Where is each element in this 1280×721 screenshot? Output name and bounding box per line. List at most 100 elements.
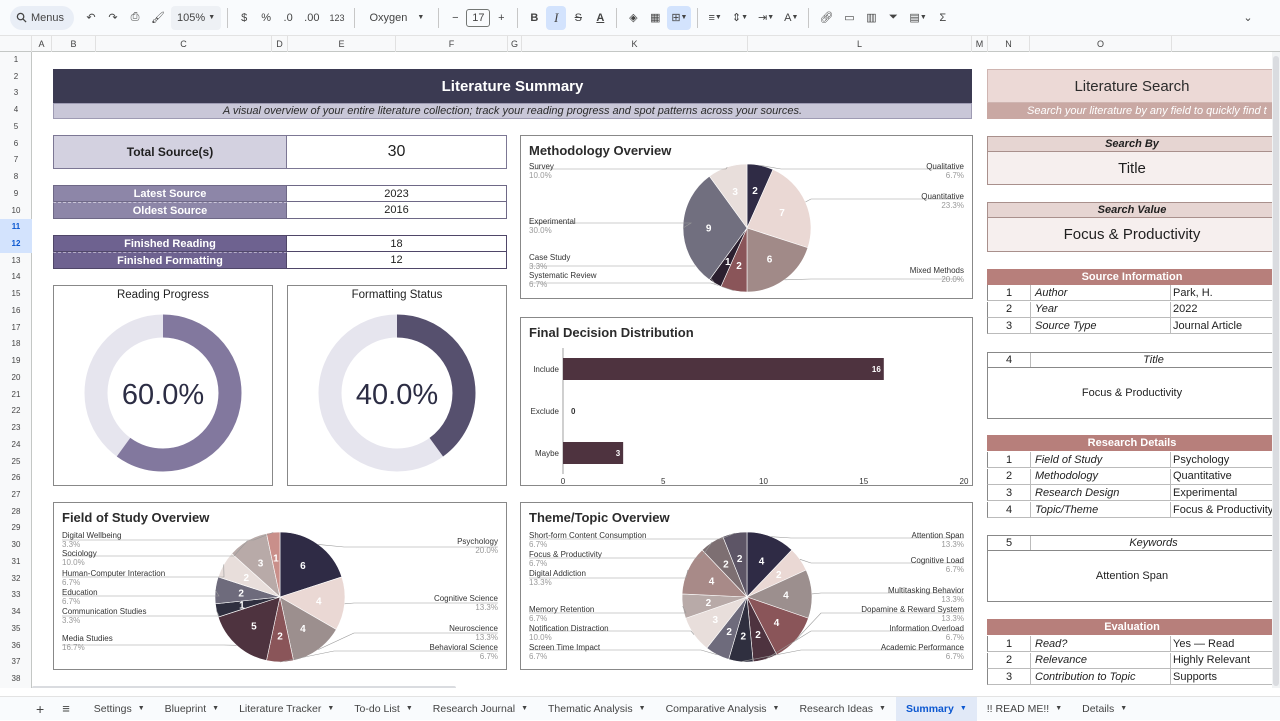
sheet-tab[interactable]: Thematic Analysis▼ [538, 697, 656, 721]
chevron-down-icon[interactable]: ▼ [521, 705, 528, 712]
bold-icon[interactable]: B [524, 6, 544, 30]
row-header-cell[interactable]: 18 [0, 336, 32, 353]
column-c[interactable]: C [96, 36, 272, 52]
row-header-cell[interactable]: 25 [0, 454, 32, 471]
row-header-cell[interactable]: 8 [0, 169, 32, 186]
row-header-cell[interactable]: 16 [0, 303, 32, 320]
chevron-down-icon[interactable]: ▼ [960, 705, 967, 712]
font-size-input[interactable]: 17 [466, 9, 490, 27]
row-header-cell[interactable]: 5 [0, 119, 32, 136]
paint-format-icon[interactable]: 🖌︎ [147, 6, 169, 30]
row-header-cell[interactable]: 3 [0, 85, 32, 102]
column-o[interactable]: O [1030, 36, 1172, 52]
sheet-tab[interactable]: To-do List▼ [344, 697, 422, 721]
search-by-value[interactable]: Title [987, 152, 1272, 185]
row-header-cell[interactable]: 35 [0, 621, 32, 638]
column-d[interactable]: D [272, 36, 288, 52]
insert-link-icon[interactable]: 🔗︎ [815, 6, 837, 30]
row-header-cell[interactable]: 4 [0, 102, 32, 119]
fill-color-icon[interactable]: ◈ [623, 6, 643, 30]
chevron-down-icon[interactable]: ▼ [773, 705, 780, 712]
row-header-cell[interactable]: 19 [0, 353, 32, 370]
text-wrapping-icon[interactable]: ⇥ ▼ [754, 6, 778, 30]
insert-chart-icon[interactable]: ▥ [861, 6, 881, 30]
all-sheets-button[interactable]: ≡ [58, 697, 84, 721]
filter-views-icon[interactable]: ▤ ▼ [905, 6, 930, 30]
font-select[interactable]: Oxygen▼ [361, 6, 432, 30]
row-header-cell[interactable]: 9 [0, 186, 32, 203]
menus-search[interactable]: Menus [10, 6, 74, 30]
increase-decimal-button[interactable]: .00 [300, 6, 323, 30]
column-a[interactable]: A [32, 36, 52, 52]
column-e[interactable]: E [288, 36, 396, 52]
column-k[interactable]: K [522, 36, 748, 52]
print-icon[interactable]: ⎙ [125, 6, 145, 30]
row-header-cell[interactable]: 31 [0, 554, 32, 571]
row-header-cell[interactable]: 6 [0, 136, 32, 153]
borders-icon[interactable]: ▦ [645, 6, 665, 30]
bar[interactable] [563, 358, 884, 380]
sheet-tab[interactable]: Research Journal▼ [423, 697, 538, 721]
row-header-cell[interactable]: 38 [0, 671, 32, 688]
row-header-cell[interactable]: 14 [0, 269, 32, 286]
sheet-tab[interactable]: !! READ ME!!▼ [977, 697, 1072, 721]
vertical-scrollbar[interactable] [1272, 52, 1280, 688]
search-value-input[interactable]: Focus & Productivity [987, 218, 1272, 252]
row-header-cell[interactable]: 10 [0, 203, 32, 220]
row-header-cell[interactable]: 12 [0, 236, 32, 253]
bar[interactable] [563, 442, 623, 464]
sheet-tab[interactable]: Research Ideas▼ [789, 697, 895, 721]
sheet-tab[interactable]: Literature Tracker▼ [229, 697, 344, 721]
insert-comment-icon[interactable]: ▭ [839, 6, 859, 30]
horizontal-scrollbar[interactable] [32, 686, 456, 688]
text-color-icon[interactable]: A [590, 6, 610, 30]
row-header-cell[interactable]: 24 [0, 437, 32, 454]
row-header-cell[interactable]: 28 [0, 504, 32, 521]
decrease-decimal-button[interactable]: .0 [278, 6, 298, 30]
text-rotation-icon[interactable]: A ▼ [780, 6, 802, 30]
row-header-cell[interactable]: 27 [0, 487, 32, 504]
row-header-cell[interactable]: 26 [0, 470, 32, 487]
filter-icon[interactable]: ⏷ [883, 6, 903, 30]
row-header-cell[interactable]: 32 [0, 571, 32, 588]
chevron-down-icon[interactable]: ▼ [327, 705, 334, 712]
chevron-down-icon[interactable]: ▼ [639, 705, 646, 712]
add-sheet-button[interactable]: + [0, 697, 58, 721]
sheet-tab[interactable]: Summary▼ [896, 697, 977, 721]
italic-icon[interactable]: I [546, 6, 566, 30]
sheet-tab[interactable]: Blueprint▼ [155, 697, 229, 721]
font-size-increase-button[interactable]: + [491, 6, 511, 30]
column-b[interactable]: B [52, 36, 96, 52]
row-header-cell[interactable]: 23 [0, 420, 32, 437]
row-header-cell[interactable]: 21 [0, 387, 32, 404]
column-l[interactable]: L [748, 36, 972, 52]
chevron-down-icon[interactable]: ▼ [1055, 705, 1062, 712]
functions-icon[interactable]: Σ [933, 6, 953, 30]
strikethrough-icon[interactable]: S [568, 6, 588, 30]
percent-button[interactable]: % [256, 6, 276, 30]
row-header-cell[interactable]: 2 [0, 69, 32, 86]
chevron-down-icon[interactable]: ▼ [879, 705, 886, 712]
font-size-decrease-button[interactable]: − [445, 6, 465, 30]
number-format-button[interactable]: 123 [325, 6, 348, 30]
undo-icon[interactable]: ↶ [81, 6, 101, 30]
sheet-tab[interactable]: Comparative Analysis▼ [656, 697, 790, 721]
column-m[interactable]: M [972, 36, 988, 52]
row-header-cell[interactable]: 29 [0, 520, 32, 537]
sheet-tab[interactable]: Details▼ [1072, 697, 1137, 721]
row-header-cell[interactable]: 13 [0, 253, 32, 270]
chevron-down-icon[interactable]: ▼ [138, 705, 145, 712]
row-header-cell[interactable]: 15 [0, 286, 32, 303]
chevron-down-icon[interactable]: ▼ [1120, 705, 1127, 712]
column-n[interactable]: N [988, 36, 1030, 52]
row-header-cell[interactable]: 30 [0, 537, 32, 554]
column-g[interactable]: G [508, 36, 522, 52]
row-header-cell[interactable]: 22 [0, 403, 32, 420]
row-header-cell[interactable]: 1 [0, 52, 32, 69]
row-header-cell[interactable]: 37 [0, 654, 32, 671]
redo-icon[interactable]: ↷ [103, 6, 123, 30]
column-f[interactable]: F [396, 36, 508, 52]
row-header-cell[interactable]: 11 [0, 219, 32, 236]
row-header-cell[interactable]: 17 [0, 320, 32, 337]
row-header-cell[interactable]: 36 [0, 638, 32, 655]
